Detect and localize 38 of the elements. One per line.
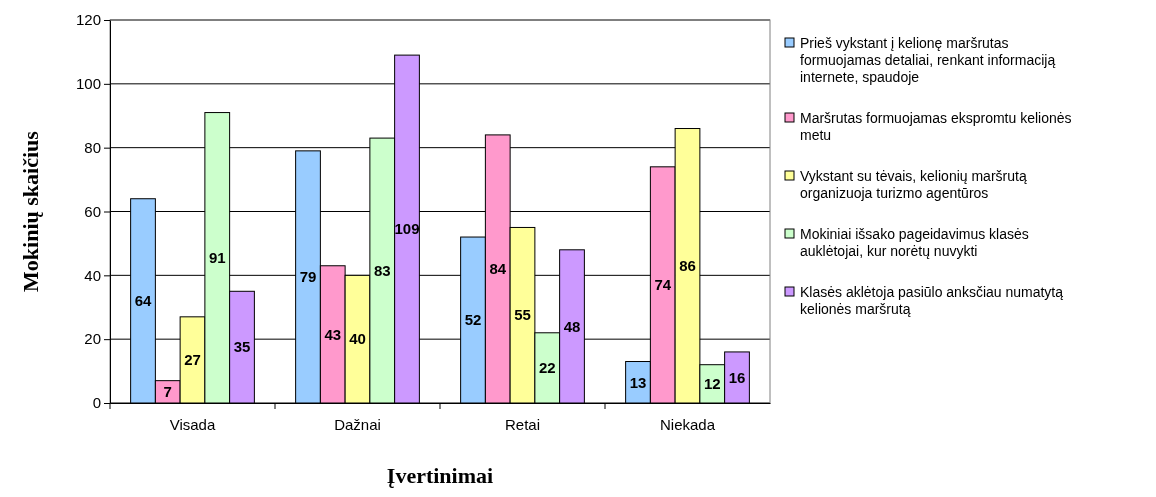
data-label: 86 bbox=[679, 257, 696, 275]
x-tick-label: Dažnai bbox=[334, 416, 381, 433]
data-label: 84 bbox=[489, 260, 507, 278]
data-label: 74 bbox=[654, 276, 672, 294]
legend-label: Mokiniai išsako pageidavimus klasės auklėtojai, kur norėtų nuvykti bbox=[800, 226, 1029, 259]
y-tick-label: 100 bbox=[75, 75, 101, 93]
y-tick-label: 60 bbox=[84, 202, 101, 220]
y-tick-label: 20 bbox=[84, 330, 101, 348]
data-label: 83 bbox=[373, 261, 391, 279]
data-label: 79 bbox=[299, 268, 317, 286]
data-label: 27 bbox=[184, 351, 201, 369]
legend-label: Prieš vykstant į kelionę maršrutas formuojamas detaliai, renkant informaciją internete, spaudoje bbox=[800, 35, 1056, 85]
y-tick-label: 0 bbox=[92, 394, 101, 412]
x-tick-label: Visada bbox=[169, 416, 216, 433]
data-label: 43 bbox=[324, 325, 342, 343]
legend-label: Vykstant su tėvais, kelionių maršrutą organizuoja turizmo agentūros bbox=[800, 168, 1027, 201]
data-label: 22 bbox=[538, 359, 556, 377]
data-label: 109 bbox=[394, 220, 420, 238]
data-label: 7 bbox=[163, 383, 172, 401]
y-tick-label: 40 bbox=[84, 266, 101, 284]
x-tick-label: Niekada bbox=[659, 416, 716, 433]
data-label: 91 bbox=[208, 249, 226, 267]
data-label: 52 bbox=[464, 311, 482, 329]
data-label: 48 bbox=[563, 317, 581, 335]
y-tick-label: 80 bbox=[84, 138, 101, 156]
x-axis-title: Įvertinimai bbox=[386, 463, 494, 488]
legend-label: Klasės aklėtoja pasiūlo anksčiau numatytą kelionės maršrutą bbox=[800, 284, 1064, 317]
legend-label: Maršrutas formuojamas ekspromtu kelionės metu bbox=[800, 110, 1072, 143]
data-label: 35 bbox=[233, 338, 251, 356]
data-label: 13 bbox=[629, 373, 647, 391]
y-axis-title: Mokinių skaičius bbox=[18, 130, 43, 292]
data-label: 16 bbox=[728, 368, 746, 386]
data-label: 12 bbox=[703, 375, 721, 393]
data-label: 55 bbox=[514, 306, 531, 324]
data-label: 40 bbox=[349, 330, 366, 348]
x-tick-label: Retai bbox=[504, 416, 541, 433]
data-label: 64 bbox=[134, 292, 152, 310]
y-tick-label: 120 bbox=[75, 11, 101, 29]
